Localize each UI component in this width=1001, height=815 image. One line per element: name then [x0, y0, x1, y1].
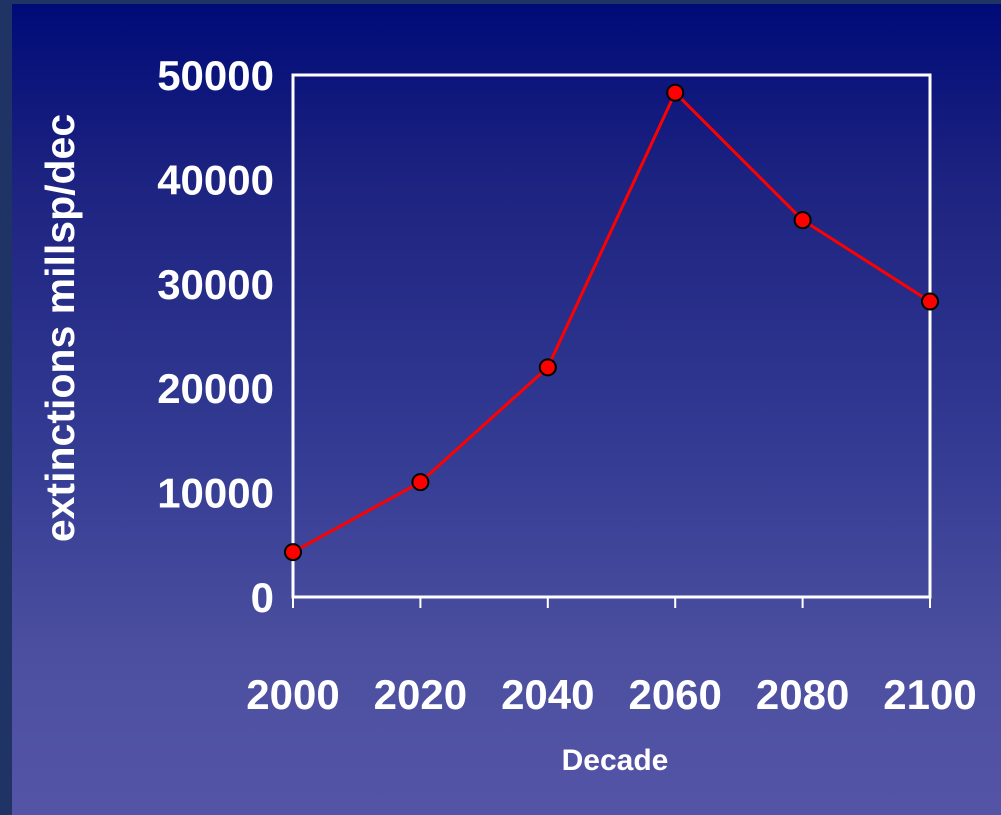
y-tick-label: 0	[251, 574, 274, 621]
x-tick-label: 2040	[501, 671, 594, 718]
x-tick-label: 2100	[883, 671, 976, 718]
x-tick-label: 2080	[756, 671, 849, 718]
y-axis-title: extinctions millsp/dec	[37, 114, 83, 542]
data-point	[793, 211, 812, 230]
y-tick-label: 30000	[157, 261, 274, 308]
x-tick-label: 2020	[374, 671, 467, 718]
x-axis-title: Decade	[562, 744, 669, 777]
data-point	[666, 83, 685, 102]
x-axis-tick-labels: 2000 2020 2040 2060 2080 2100	[246, 671, 976, 718]
y-tick-label: 10000	[157, 470, 274, 517]
y-tick-label: 20000	[157, 365, 274, 412]
plot-area-border	[291, 73, 932, 599]
data-point	[411, 473, 430, 492]
series-markers	[284, 83, 939, 562]
y-tick-label: 40000	[157, 156, 274, 203]
x-axis-tick-marks	[292, 597, 931, 608]
data-point	[284, 543, 302, 562]
x-tick-label: 2060	[628, 671, 721, 718]
slide-background: 0 10000 20000 30000 40000 50000 2000 2020 2040 2…	[12, 4, 1001, 815]
y-axis-tick-labels: 0 10000 20000 30000 40000 50000	[157, 52, 274, 621]
data-point	[538, 358, 557, 377]
x-tick-label: 2000	[246, 671, 339, 718]
data-point	[921, 292, 939, 311]
y-tick-label: 50000	[157, 52, 274, 99]
series-line	[292, 90, 931, 554]
